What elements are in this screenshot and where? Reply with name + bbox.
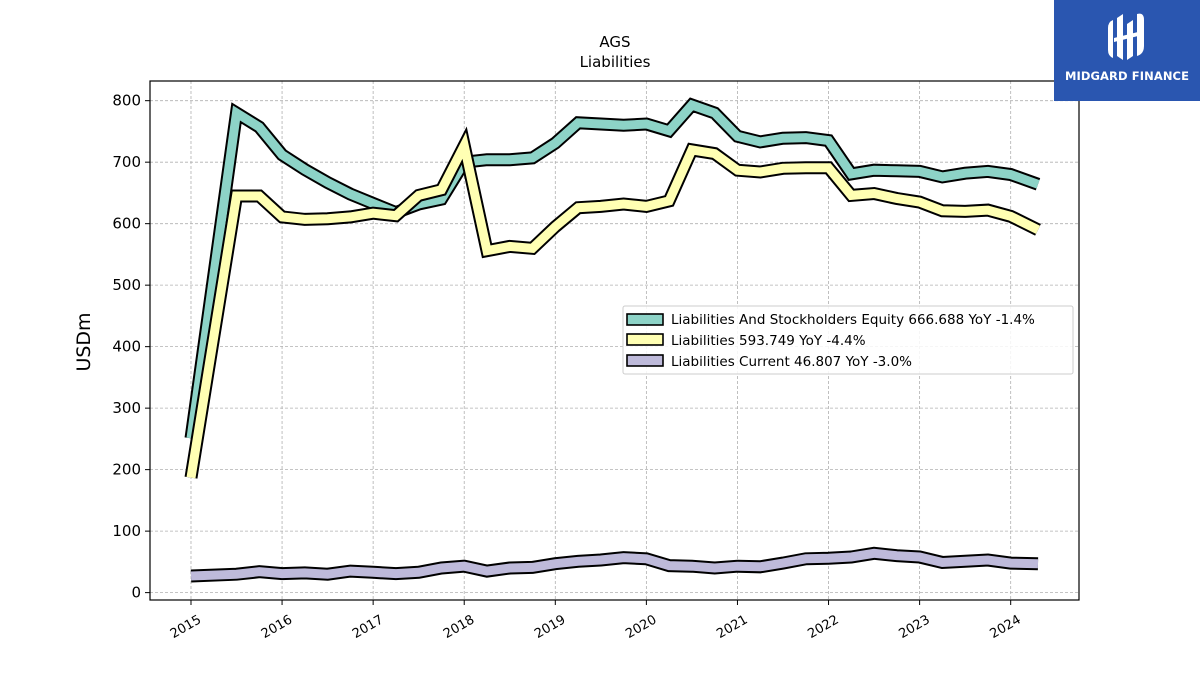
x-tick-label: 2019 — [532, 612, 568, 642]
series-outline-liabilities-and-stockholders-equity — [184, 97, 1041, 440]
series-lines — [184, 97, 1041, 583]
y-axis-ticks: 0 100 200 300 400 500 600 700 800 — [112, 92, 150, 602]
y-tick-label: 200 — [112, 461, 141, 479]
x-tick-label: 2021 — [714, 612, 750, 642]
series-line-liabilities-and-stockholders-equity — [186, 99, 1040, 439]
y-tick-label: 500 — [112, 276, 141, 294]
legend-label-current: Liabilities Current 46.807 YoY -3.0% — [671, 354, 912, 370]
legend-frame — [622, 305, 1074, 375]
brand-badge: MIDGARD FINANCE — [1054, 0, 1200, 101]
x-tick-label: 2015 — [168, 612, 204, 642]
y-tick-label: 0 — [131, 584, 141, 602]
x-tick-label: 2023 — [896, 612, 932, 642]
legend-label-liabilities: Liabilities 593.749 YoY -4.4% — [671, 333, 866, 349]
plot-area-frame — [149, 80, 1080, 601]
legend-swatch-equity — [626, 313, 664, 326]
y-tick-label: 600 — [112, 215, 141, 233]
brand-name: MIDGARD FINANCE — [1064, 69, 1190, 83]
x-tick-label: 2016 — [259, 612, 295, 642]
legend-swatch-liabilities — [626, 333, 664, 346]
series-line-liabilities-current — [190, 548, 1039, 581]
x-tick-label: 2024 — [988, 612, 1024, 642]
y-tick-label: 700 — [112, 153, 141, 171]
series-line-liabilities — [186, 132, 1040, 479]
y-axis-label: USDm — [73, 312, 95, 371]
chart-subtitle: Liabilities — [580, 53, 651, 71]
x-axis-ticks: 2015 2016 2017 2018 2019 2020 2021 2022 2023 2024 — [168, 600, 1024, 642]
chart-title: AGS — [599, 33, 630, 51]
x-tick-label: 2020 — [623, 612, 659, 642]
y-tick-label: 400 — [112, 338, 141, 356]
midgard-logo-icon — [1108, 13, 1144, 60]
x-tick-label: 2017 — [350, 612, 386, 642]
y-tick-label: 800 — [112, 92, 141, 110]
x-tick-label: 2022 — [805, 612, 841, 642]
y-tick-label: 100 — [112, 522, 141, 540]
legend-label-equity: Liabilities And Stockholders Equity 666.… — [671, 312, 1035, 328]
legend-swatch-current — [626, 354, 664, 367]
x-tick-label: 2018 — [441, 612, 477, 642]
legend: Liabilities And Stockholders Equity 666.… — [622, 305, 1074, 375]
y-tick-label: 300 — [112, 399, 141, 417]
